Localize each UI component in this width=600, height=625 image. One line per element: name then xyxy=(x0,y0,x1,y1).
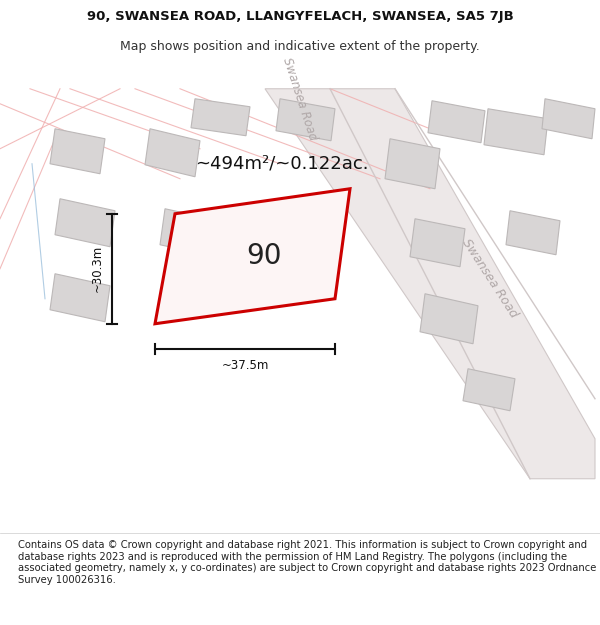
Text: 90, SWANSEA ROAD, LLANGYFELACH, SWANSEA, SA5 7JB: 90, SWANSEA ROAD, LLANGYFELACH, SWANSEA,… xyxy=(86,10,514,22)
Text: ~30.3m: ~30.3m xyxy=(91,245,104,292)
Text: Map shows position and indicative extent of the property.: Map shows position and indicative extent… xyxy=(120,40,480,53)
Polygon shape xyxy=(506,211,560,255)
Polygon shape xyxy=(55,199,115,247)
Polygon shape xyxy=(145,129,200,177)
Polygon shape xyxy=(155,189,350,324)
Polygon shape xyxy=(160,209,220,257)
Polygon shape xyxy=(542,99,595,139)
Polygon shape xyxy=(463,369,515,411)
Polygon shape xyxy=(428,101,485,142)
Text: ~37.5m: ~37.5m xyxy=(221,359,269,372)
Text: Swansea Road: Swansea Road xyxy=(460,237,520,321)
Polygon shape xyxy=(420,294,478,344)
Polygon shape xyxy=(50,129,105,174)
Polygon shape xyxy=(385,139,440,189)
Text: 90: 90 xyxy=(246,242,281,270)
Polygon shape xyxy=(50,274,110,322)
Polygon shape xyxy=(276,99,335,141)
Polygon shape xyxy=(410,219,465,267)
Text: ~494m²/~0.122ac.: ~494m²/~0.122ac. xyxy=(195,155,368,172)
Polygon shape xyxy=(484,109,548,155)
Polygon shape xyxy=(265,89,595,479)
Text: Contains OS data © Crown copyright and database right 2021. This information is : Contains OS data © Crown copyright and d… xyxy=(18,540,596,585)
Text: Swansea Road: Swansea Road xyxy=(280,56,320,142)
Polygon shape xyxy=(191,99,250,136)
